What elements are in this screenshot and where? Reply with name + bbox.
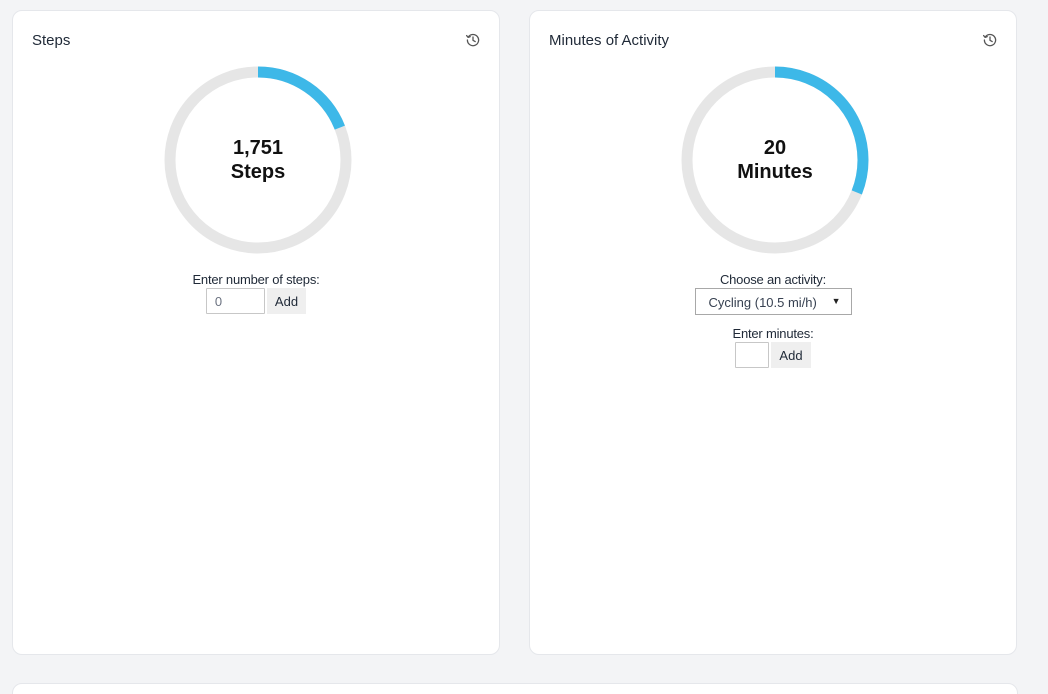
history-icon: [465, 32, 481, 48]
minutes-card: Minutes of Activity 20 Minutes Choose an…: [529, 10, 1017, 655]
steps-history-button[interactable]: [465, 32, 481, 48]
activity-selected-value: Cycling (10.5 mi/h): [708, 295, 817, 310]
steps-card: Steps 1,751 Steps Enter number of steps:: [12, 10, 500, 655]
steps-value: 1,751: [232, 137, 284, 159]
steps-unit: Steps: [230, 161, 286, 183]
minutes-unit: Minutes: [737, 161, 813, 183]
add-steps-button[interactable]: Add: [266, 288, 307, 314]
minutes-input-label: Enter minutes:: [732, 326, 814, 341]
history-icon: [982, 32, 998, 48]
minutes-card-title: Minutes of Activity: [549, 32, 670, 49]
activity-select-block: Choose an activity: Cycling (10.5 mi/h) …: [530, 272, 1016, 318]
next-card: [12, 683, 1018, 694]
steps-input[interactable]: [205, 288, 265, 314]
minutes-input[interactable]: [735, 342, 770, 368]
activity-select[interactable]: Cycling (10.5 mi/h) ▼: [694, 288, 852, 315]
minutes-entry-form: Enter minutes: Add: [530, 326, 1016, 368]
steps-card-title: Steps: [32, 32, 71, 49]
minutes-value: 20: [763, 137, 787, 159]
steps-progress-ring: 1,751 Steps: [163, 65, 353, 255]
steps-entry-form: Enter number of steps: Add: [13, 272, 499, 314]
steps-input-label: Enter number of steps:: [192, 272, 320, 287]
minutes-progress-ring: 20 Minutes: [680, 65, 870, 255]
dropdown-arrow-icon: ▼: [831, 296, 841, 306]
minutes-history-button[interactable]: [982, 32, 998, 48]
add-minutes-button[interactable]: Add: [771, 342, 811, 368]
activity-select-label: Choose an activity:: [719, 272, 827, 287]
